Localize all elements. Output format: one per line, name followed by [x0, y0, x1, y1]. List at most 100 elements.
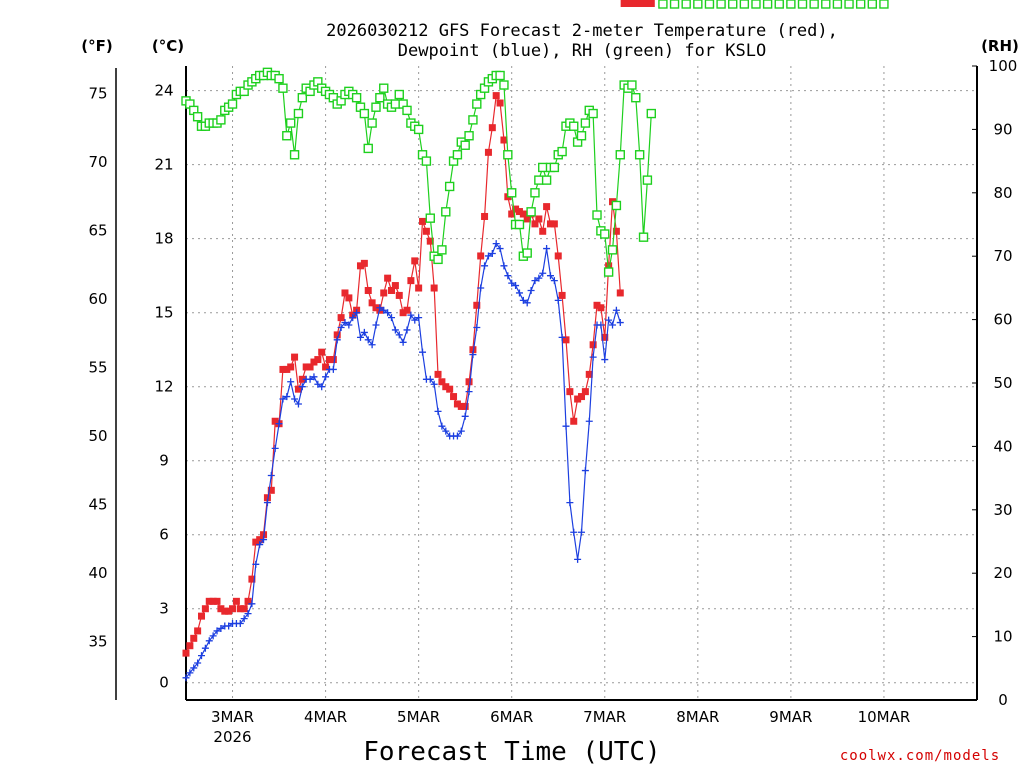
dewpoint-point — [500, 262, 508, 270]
rh-point — [739, 0, 750, 9]
dewpoint-point — [345, 321, 353, 329]
rh-point — [534, 175, 544, 185]
rh-point — [797, 0, 808, 9]
chart-title-line1: 2026030212 GFS Forecast 2-meter Temperat… — [326, 21, 838, 41]
rh-tick-label: 10 — [993, 628, 1012, 646]
dewpoint-point — [267, 472, 275, 480]
time-tick-label: 5MAR — [397, 708, 440, 726]
temperature-point — [566, 388, 574, 396]
dewpoint-point — [415, 314, 423, 322]
time-tick-label: 8MAR — [676, 708, 719, 726]
dewpoint-point — [585, 417, 593, 425]
fahrenheit-tick-label: 50 — [88, 427, 107, 445]
rh-point — [468, 115, 478, 125]
temperature-point — [640, 0, 648, 7]
dewpoint-point — [190, 664, 198, 672]
rh-point — [437, 245, 447, 255]
temperature-point — [407, 277, 415, 285]
rh-point — [282, 131, 292, 141]
temperature-point — [240, 605, 248, 613]
dewpoint-point — [484, 252, 492, 260]
temperature-point — [515, 208, 523, 216]
temperature-point — [298, 375, 306, 383]
grid-lines — [186, 66, 977, 700]
rh-point — [774, 0, 784, 9]
temperature-point — [221, 607, 229, 615]
rh-point — [297, 92, 308, 103]
time-tick-label: 4MAR — [304, 708, 347, 726]
dewpoint-point — [539, 269, 547, 277]
rh-point — [658, 0, 668, 9]
rh-tick-label: 20 — [993, 564, 1012, 582]
temperature-point — [546, 220, 554, 228]
temperature-point — [345, 294, 353, 302]
temperature-point — [554, 252, 562, 260]
dewpoint-point — [609, 321, 617, 329]
dewpoint-point — [597, 321, 605, 329]
rh-point — [786, 0, 796, 9]
temperature-point — [213, 597, 221, 605]
rh-point — [371, 102, 381, 112]
temperature-point — [481, 212, 489, 220]
temperature-point — [341, 289, 349, 297]
temperature-point — [356, 262, 364, 270]
rh-tick-label: 90 — [993, 120, 1012, 138]
rh-point — [580, 118, 591, 128]
rh-point — [569, 121, 579, 131]
chart-title-line2: Dewpoint (blue), RH (green) for KSLO — [398, 41, 766, 61]
rh-point — [192, 112, 203, 122]
dewpoint-point — [519, 296, 527, 304]
temperature-point — [442, 383, 450, 391]
rh-point — [351, 92, 362, 103]
temperature-point — [430, 284, 438, 292]
rh-point — [441, 207, 451, 217]
rh-point — [379, 83, 389, 93]
dewpoint-point — [349, 314, 357, 322]
dewpoint-point — [182, 674, 190, 682]
rh-point — [762, 0, 773, 9]
temperature-point — [310, 358, 318, 366]
celsius-tick-label: 18 — [154, 230, 173, 248]
dewpoint-point — [294, 400, 302, 408]
temperature-point — [589, 341, 597, 349]
dewpoint-point — [612, 306, 620, 314]
rh-point — [669, 0, 680, 9]
rh-point — [359, 108, 370, 119]
dewpoint-point — [566, 499, 574, 507]
axes — [115, 66, 978, 701]
dewpoint-point — [407, 311, 415, 319]
dewpoint-point — [376, 304, 384, 312]
temperature-point — [585, 370, 593, 378]
temperature-point — [422, 227, 430, 235]
dewpoint-point — [287, 378, 295, 386]
fahrenheit-tick-label: 45 — [88, 496, 107, 514]
fahrenheit-unit-label: (°F) — [81, 37, 112, 55]
credit-link[interactable]: coolwx.com/models — [840, 748, 1000, 764]
dewpoint-point — [225, 622, 233, 630]
rh-point — [642, 175, 653, 185]
rh-unit-label: (RH) — [981, 37, 1019, 55]
dewpoint-point — [291, 395, 299, 403]
dewpoint-point — [578, 528, 585, 536]
dewpoint-point — [201, 644, 209, 652]
fahrenheit-tick-label: 70 — [88, 153, 107, 171]
rh-point — [627, 80, 637, 90]
temperature-point — [578, 393, 585, 401]
dewpoint-point — [531, 277, 539, 285]
temperature-point — [535, 215, 543, 223]
temperature-point — [465, 378, 473, 386]
temperature-point — [426, 237, 434, 245]
temperature-point — [325, 356, 333, 364]
rh-point — [603, 267, 614, 277]
dewpoint-point — [213, 627, 221, 635]
rh-point — [615, 150, 625, 160]
rh-point — [716, 0, 726, 9]
dewpoint-point — [240, 615, 248, 623]
dewpoint-point — [477, 284, 485, 292]
dewpoint-point — [337, 323, 345, 331]
temperature-point — [236, 605, 244, 613]
time-tick-label: 3MAR — [211, 708, 254, 726]
rh-point — [433, 254, 443, 265]
temperature-point — [391, 282, 399, 290]
dewpoint-point — [205, 637, 213, 645]
